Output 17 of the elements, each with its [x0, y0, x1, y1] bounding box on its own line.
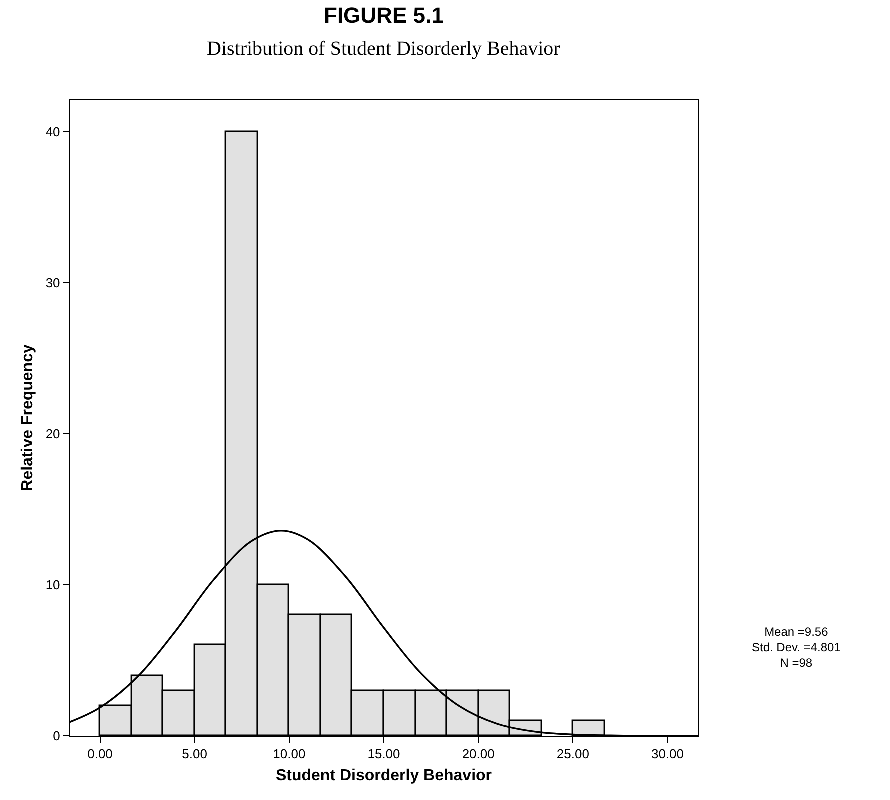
y-tick-label: 30 — [46, 275, 60, 290]
y-axis-title: Relative Frequency — [20, 344, 37, 492]
x-tick-label: 10.00 — [273, 746, 306, 762]
chart-subtitle: Distribution of Student Disorderly Behavior — [207, 38, 561, 60]
y-tick-label: 20 — [46, 426, 60, 442]
x-tick-label: 5.00 — [182, 746, 208, 762]
x-tick-label: 25.00 — [556, 746, 590, 762]
x-tick-label: 30.00 — [651, 746, 684, 762]
x-axis-title: Student Disorderly Behavior — [276, 767, 492, 784]
y-tick-label: 0 — [53, 728, 60, 744]
y-tick-label: 10 — [46, 577, 60, 592]
y-tick-label: 40 — [46, 124, 60, 140]
x-tick-label: 15.00 — [368, 746, 400, 762]
text: Mean =9.56 Std. Dev. =4.801 N =98 — [752, 625, 842, 670]
x-tick-label: 0.00 — [88, 746, 113, 762]
x-tick-label: 20.00 — [462, 746, 495, 762]
chart-title: FIGURE 5.1 — [324, 3, 444, 28]
